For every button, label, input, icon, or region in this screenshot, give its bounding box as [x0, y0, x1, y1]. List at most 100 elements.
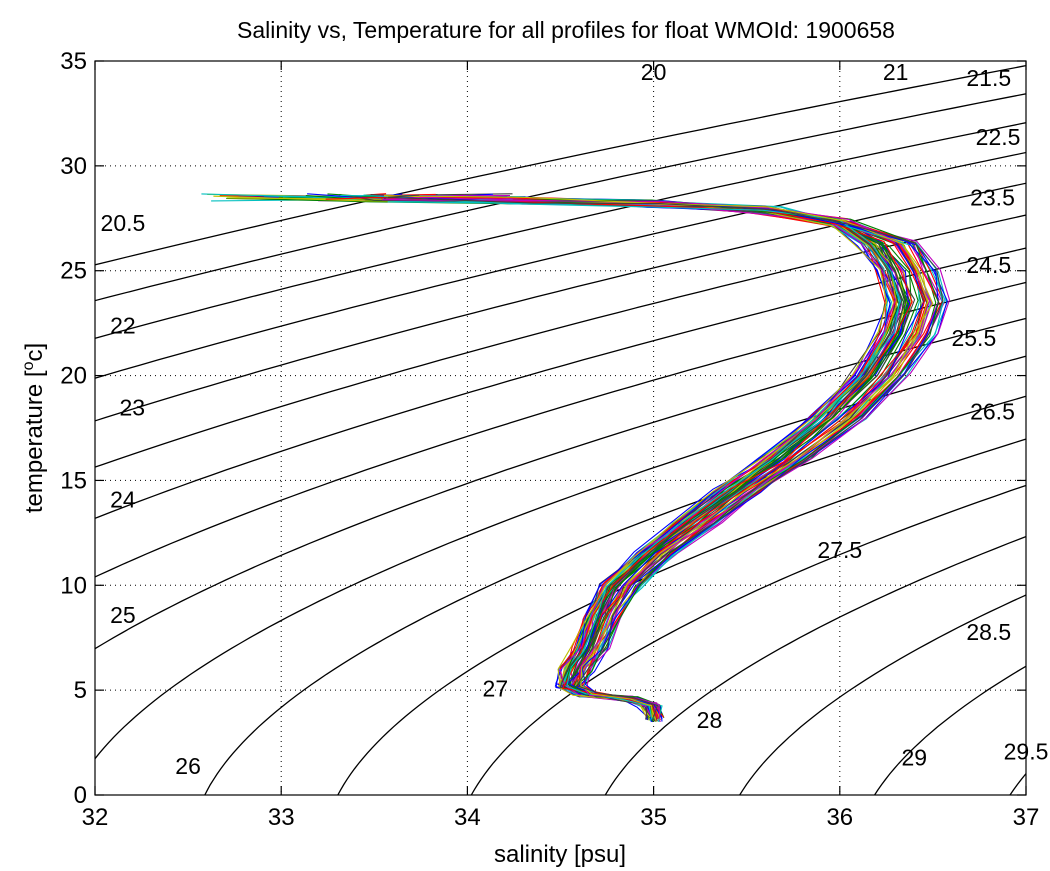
y-tick-label: 30	[60, 153, 87, 180]
density-contours	[95, 64, 1026, 795]
density-contour-label: 20.5	[101, 210, 146, 236]
density-contour-label: 27	[483, 675, 509, 701]
float-profile	[379, 193, 940, 721]
density-contour-label: 29	[901, 745, 927, 771]
float-profile	[362, 194, 909, 718]
float-profile	[372, 193, 908, 719]
density-contour-label: 21.5	[966, 65, 1011, 91]
density-contour-line	[95, 247, 1026, 520]
density-contour-line	[873, 665, 1026, 795]
density-contour-label: 22.5	[976, 124, 1021, 150]
float-profile	[371, 194, 911, 720]
x-axis-label: salinity [psu]	[494, 841, 626, 868]
float-profile	[221, 195, 922, 722]
float-profile	[380, 196, 925, 719]
float-profile	[363, 195, 908, 721]
density-contour-label: 23.5	[970, 185, 1015, 211]
density-contour-line	[204, 395, 1026, 795]
y-axis-label: temperature [oc]	[20, 343, 48, 513]
y-tick-label: 25	[60, 258, 87, 285]
float-profile	[387, 194, 944, 718]
density-contour-line	[604, 535, 1026, 795]
y-tick-label: 5	[74, 677, 87, 704]
density-contour-line	[95, 122, 1026, 339]
x-tick-label: 36	[826, 804, 853, 831]
density-contour-line	[95, 214, 1026, 468]
density-contour-line	[95, 151, 1026, 379]
y-tick-label: 35	[60, 48, 87, 75]
float-profile	[373, 196, 929, 722]
float-profile	[387, 196, 948, 722]
float-profile	[376, 195, 911, 720]
x-tick-label: 37	[1013, 804, 1040, 831]
float-profile	[374, 193, 926, 723]
float-profile	[340, 194, 900, 720]
float-profile	[372, 194, 913, 720]
float-profile	[382, 194, 928, 718]
density-contour-line	[95, 317, 1026, 650]
float-profile	[378, 197, 940, 720]
plot-area-frame	[94, 60, 1027, 796]
float-profile	[376, 196, 926, 719]
float-profile	[371, 193, 916, 721]
density-contour-label: 23	[119, 394, 145, 420]
float-profile	[377, 195, 929, 718]
float-profile	[362, 196, 896, 721]
float-profile	[368, 196, 901, 721]
x-axis: 32 33 34 35 36 37	[82, 61, 1040, 831]
density-contour-line	[95, 355, 1026, 760]
y-axis-label-superscript: o	[20, 361, 37, 370]
float-profile	[363, 194, 903, 721]
float-profile	[363, 197, 898, 722]
y-tick-label: 20	[60, 363, 87, 390]
x-tick-label: 35	[640, 804, 667, 831]
float-profiles	[201, 193, 951, 723]
float-profile	[379, 196, 925, 721]
density-contour-label: 24.5	[966, 252, 1011, 278]
float-profile	[377, 194, 937, 719]
y-axis-label-prefix: temperature [	[21, 370, 48, 513]
float-profile	[369, 198, 896, 720]
density-contour-line	[1009, 772, 1026, 795]
density-contour-label: 26	[175, 753, 201, 779]
density-contour-line	[470, 484, 1026, 795]
density-contour-label: 25	[110, 602, 136, 628]
grid-lines	[94, 60, 1027, 796]
y-tick-label: 0	[74, 782, 87, 809]
float-profile	[390, 196, 951, 721]
density-contour-label: 28	[697, 707, 723, 733]
chart-title: Salinity vs, Temperature for all profile…	[237, 17, 895, 43]
y-axis-label-suffix: c]	[21, 343, 48, 362]
float-profile	[380, 195, 939, 720]
float-profile	[380, 195, 944, 718]
y-tick-label: 15	[60, 467, 87, 494]
x-tick-label: 34	[454, 804, 481, 831]
float-profile	[362, 196, 896, 718]
density-contour-line	[337, 438, 1026, 795]
density-contour-label: 25.5	[951, 325, 996, 351]
density-contour-line	[738, 594, 1026, 795]
density-contour-label: 24	[110, 487, 136, 513]
density-contour-line	[95, 64, 1026, 266]
density-contour-line	[95, 281, 1026, 578]
y-tick-label: 10	[60, 572, 87, 599]
density-contour-label: 26.5	[970, 399, 1015, 425]
x-tick-label: 32	[82, 804, 109, 831]
density-contour-line	[95, 182, 1026, 422]
float-profile	[369, 196, 894, 721]
float-profile	[385, 196, 945, 723]
density-contour-label: 28.5	[966, 619, 1011, 645]
density-contour-label: 22	[110, 313, 136, 339]
float-profile	[383, 195, 934, 718]
float-profile	[339, 193, 903, 720]
x-tick-label: 33	[268, 804, 295, 831]
float-profile	[374, 194, 931, 718]
float-profile	[387, 195, 948, 718]
y-axis: 0 5 10 15 20 25 30 35	[60, 48, 1026, 809]
float-profile	[364, 194, 900, 722]
float-profile	[219, 195, 928, 719]
float-profile	[278, 196, 912, 719]
float-profile	[371, 197, 919, 722]
density-contour-line	[95, 93, 1026, 302]
